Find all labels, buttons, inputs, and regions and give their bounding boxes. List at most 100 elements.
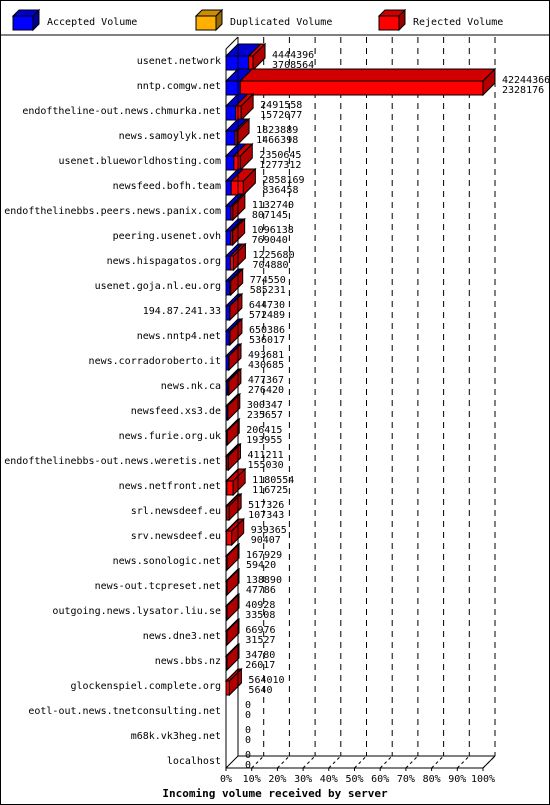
grid-floor-line: [431, 755, 444, 769]
rejected-bar: [239, 80, 484, 96]
grid: [251, 37, 496, 769]
total-value-label: 477367: [248, 375, 284, 386]
x-tick-label: 50%: [345, 774, 363, 785]
category-label: 194.87.241.33: [143, 306, 221, 317]
category-label: srl.newsdeef.eu: [131, 506, 221, 517]
accepted-value-label: 33508: [245, 610, 275, 621]
total-value-label: 2491558: [260, 100, 302, 111]
category-label: endofthelinebbs-out.news.weretis.net: [4, 456, 221, 467]
total-value-label: 34780: [245, 650, 275, 661]
category-label: newsfeed.xs3.de: [131, 406, 221, 417]
accepted-value-label: 572489: [249, 310, 285, 321]
chart-title: Incoming volume received by server: [162, 787, 388, 800]
bar-side: [226, 617, 240, 647]
accepted-value-label: 1466398: [256, 135, 298, 146]
accepted-value-label: 47786: [246, 585, 276, 596]
total-value-label: 939365: [251, 525, 287, 536]
accepted-value-label: 3708564: [272, 60, 314, 71]
bar-side: [226, 542, 240, 572]
total-value-label: 650386: [249, 325, 285, 336]
category-label: news.sonologic.net: [113, 556, 221, 567]
accepted-value-label: 0: [245, 735, 251, 746]
accepted-value-label: 536017: [249, 335, 285, 346]
bar-side: [252, 42, 266, 72]
x-tick-label: 80%: [423, 774, 441, 785]
grid-floor-line: [251, 755, 265, 769]
bar-side: [232, 242, 246, 272]
total-value-label: 40928: [245, 600, 275, 611]
x-tick-label: 10%: [243, 774, 261, 785]
total-value-label: 2350645: [259, 150, 301, 161]
accepted-value-label: 430685: [248, 360, 284, 371]
total-value-label: 1823889: [256, 125, 298, 136]
accepted-bar: [225, 180, 232, 196]
grid-floor-line: [328, 755, 342, 769]
category-label: news-out.tcpreset.net: [95, 581, 221, 592]
total-value-label: 1132740: [252, 200, 294, 211]
total-value-label: 66976: [245, 625, 275, 636]
x-tick-label: 20%: [268, 774, 286, 785]
bar-side: [226, 592, 240, 622]
total-value-label: 644730: [249, 300, 285, 311]
bar-side: [242, 167, 256, 197]
accepted-value-label: 0: [245, 760, 251, 771]
accepted-value-label: 704880: [252, 260, 288, 271]
total-value-label: 300347: [247, 400, 283, 411]
axes: 0% 10% 20% 30% 40% 50% 60% 70% 80% 90% 100%: [220, 36, 496, 785]
category-label: m68k.vk3heg.net: [131, 731, 221, 742]
bar-side: [226, 567, 240, 597]
category-label: news.samoylyk.net: [119, 131, 221, 142]
rejected-bar: [230, 180, 244, 196]
floor-edge: [225, 755, 239, 769]
legend-label: Accepted Volume: [47, 17, 137, 28]
category-label: srv.newsdeef.eu: [131, 531, 221, 542]
x-tick-label: 90%: [448, 774, 466, 785]
bar-side: [482, 67, 496, 97]
accepted-value-label: 5640: [248, 685, 272, 696]
category-label: news.dne3.net: [143, 631, 221, 642]
rejected-bar: [233, 155, 241, 171]
total-value-label: 411211: [248, 450, 284, 461]
accepted-bar: [225, 230, 232, 246]
accepted-value-label: 155030: [248, 460, 284, 471]
bar-side: [232, 192, 246, 222]
rejected-bar-top: [238, 68, 497, 82]
accepted-value-label: 1572077: [260, 110, 302, 121]
total-value-label: 2858169: [262, 175, 304, 186]
accepted-value-label: 0: [245, 710, 251, 721]
total-value-label: 42244366: [502, 75, 549, 86]
top-edge: [225, 36, 239, 50]
bar-side: [230, 267, 244, 297]
bar-side: [226, 417, 240, 447]
accepted-bar: [225, 280, 231, 296]
accepted-bar: [225, 305, 230, 321]
accepted-value-label: 807145: [252, 210, 288, 221]
total-value-label: 0: [245, 725, 251, 736]
legend: Accepted Volume Duplicated Volume Rejected…: [11, 8, 503, 32]
bar-side: [240, 92, 254, 122]
category-label: news.netfront.net: [119, 481, 221, 492]
category-label: news.furie.org.uk: [119, 431, 221, 442]
accepted-value-label: 2328176: [502, 85, 544, 96]
category-label: news.nntp4.net: [137, 331, 221, 342]
total-value-label: 517326: [248, 500, 284, 511]
grid-floor-line: [379, 755, 393, 769]
grid-floor-line: [302, 755, 316, 769]
bar-side: [236, 117, 250, 147]
accepted-value-label: 193955: [246, 435, 282, 446]
accepted-value-label: 585231: [250, 285, 286, 296]
accepted-value-label: 59420: [246, 560, 276, 571]
accepted-value-label: 31527: [245, 635, 275, 646]
category-label: glockenspiel.complete.org: [70, 681, 221, 692]
x-tick-label: 70%: [397, 774, 415, 785]
total-value-label: 206415: [246, 425, 282, 436]
accepted-value-label: 107343: [248, 510, 284, 521]
category-label: news.hispagatos.org: [107, 256, 221, 267]
legend-swatch: [195, 15, 217, 31]
x-tick-label: 40%: [320, 774, 338, 785]
grid-floor-line: [405, 755, 419, 769]
category-label: eotl-out.news.tnetconsulting.net: [28, 706, 221, 717]
category-label: newsfeed.bofh.team: [113, 181, 221, 192]
x-tick-label: 60%: [371, 774, 389, 785]
category-label: endofthelinebbs.peers.news.panix.com: [4, 206, 221, 217]
